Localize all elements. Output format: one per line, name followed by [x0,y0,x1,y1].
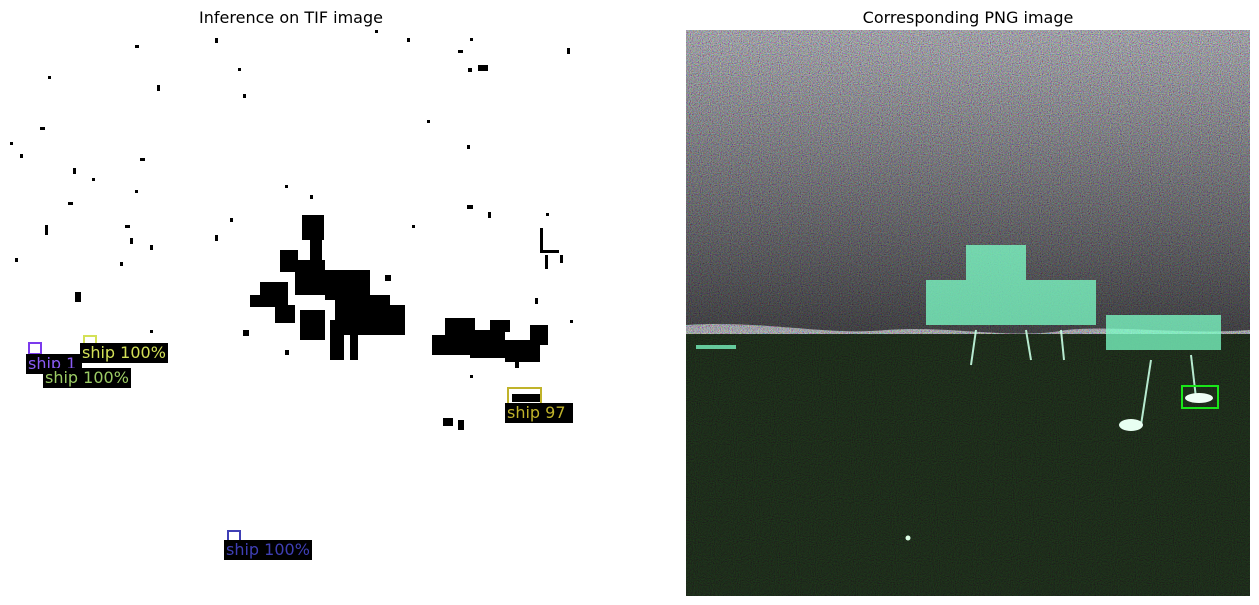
speck [488,212,491,218]
speck [135,45,139,48]
speck [468,68,472,72]
speck [130,238,133,244]
speck [215,235,218,241]
speck [560,255,563,263]
speck [285,185,288,188]
speck [470,38,473,41]
speck [443,418,453,426]
speck [92,178,95,181]
speck [135,190,138,193]
speck [68,202,73,205]
detection-label: ship 97 [505,403,573,423]
speck [120,262,123,266]
detection-label: ship 100% [224,540,312,560]
speck [570,320,573,323]
speck [407,38,410,42]
speck [230,218,233,222]
speck [540,228,559,253]
mask-blob-center [243,215,405,360]
speck [546,213,549,216]
speck [243,94,246,98]
left-panel-title: Inference on TIF image [199,8,383,27]
speck [478,65,488,71]
speck [73,168,76,174]
speck [470,375,473,378]
speck [10,142,13,145]
png-sar-image [686,30,1250,596]
speck [75,292,81,302]
speck [157,85,160,91]
speck [458,50,463,53]
speck [48,76,51,79]
speck [535,298,538,304]
speck [140,158,145,161]
speck [427,120,430,123]
speck [215,38,218,43]
speck [375,30,378,33]
speck [15,258,18,262]
detection-label: ship 100% [80,343,168,363]
speck [467,205,473,209]
tif-inference-image: ship 1 ship 100% ship 100% ship 97 ship … [0,30,582,596]
mask-blob-ship [512,394,540,402]
speck [45,225,48,235]
speck [310,195,313,199]
speck [545,255,548,269]
speck [150,330,153,333]
detection-label: ship 100% [43,368,131,388]
speck [20,154,23,158]
sar-scene [686,30,1250,596]
speck [567,48,570,54]
speck [125,225,130,228]
speck [40,127,45,130]
speck [238,68,241,71]
speck [412,225,415,228]
speck [458,420,464,430]
speck [150,245,153,250]
mask-blob-right [432,318,548,368]
detection-box [1181,385,1219,409]
speck [467,145,470,149]
right-panel-title: Corresponding PNG image [862,8,1074,27]
